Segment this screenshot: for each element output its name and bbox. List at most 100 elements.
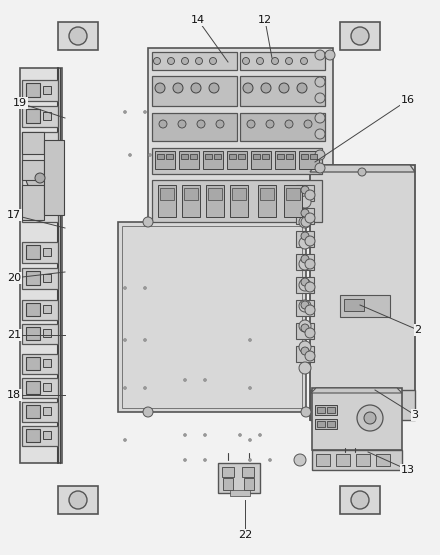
Polygon shape <box>311 388 402 393</box>
Bar <box>240 76 325 106</box>
Circle shape <box>35 173 45 183</box>
Bar <box>296 323 314 339</box>
Bar <box>242 467 254 477</box>
Bar <box>223 478 233 490</box>
Bar <box>184 188 198 200</box>
Bar <box>376 454 390 466</box>
Bar <box>214 154 221 159</box>
Bar <box>227 151 247 169</box>
Circle shape <box>299 258 311 270</box>
Circle shape <box>143 407 153 417</box>
Circle shape <box>143 386 147 390</box>
Circle shape <box>301 232 309 240</box>
Circle shape <box>259 433 261 436</box>
Bar <box>26 327 40 340</box>
Bar <box>22 300 58 320</box>
Circle shape <box>315 163 325 173</box>
Bar <box>22 185 44 220</box>
Bar <box>26 271 40 285</box>
Bar <box>310 165 415 420</box>
Circle shape <box>357 405 383 431</box>
Circle shape <box>305 282 315 292</box>
Text: 14: 14 <box>191 15 205 25</box>
Circle shape <box>242 58 249 64</box>
Bar <box>43 274 51 282</box>
Bar <box>229 154 236 159</box>
Bar <box>158 185 176 217</box>
Circle shape <box>149 154 151 157</box>
Circle shape <box>299 237 311 249</box>
Bar <box>152 76 237 106</box>
Bar <box>43 359 51 367</box>
Bar <box>22 132 58 222</box>
Circle shape <box>315 129 325 139</box>
Bar <box>253 154 260 159</box>
Bar <box>258 185 276 217</box>
Text: 22: 22 <box>238 530 252 540</box>
Text: 13: 13 <box>401 465 415 475</box>
Bar <box>238 154 245 159</box>
Circle shape <box>299 320 311 332</box>
Circle shape <box>301 301 309 309</box>
Bar <box>251 151 271 169</box>
Text: 17: 17 <box>7 210 21 220</box>
Bar <box>148 48 333 226</box>
Circle shape <box>195 58 202 64</box>
Bar <box>206 185 224 217</box>
Bar <box>22 132 44 154</box>
Bar <box>315 405 337 415</box>
Circle shape <box>249 458 252 462</box>
Bar <box>316 454 330 466</box>
Bar <box>118 222 306 412</box>
Bar <box>208 188 222 200</box>
Circle shape <box>299 216 311 228</box>
Circle shape <box>305 259 315 269</box>
Polygon shape <box>310 165 415 172</box>
Circle shape <box>124 339 127 341</box>
Circle shape <box>124 386 127 390</box>
Bar <box>296 254 314 270</box>
Circle shape <box>358 412 366 420</box>
Text: 21: 21 <box>7 330 21 340</box>
Bar <box>317 407 325 413</box>
Circle shape <box>351 27 369 45</box>
Text: 18: 18 <box>7 390 21 400</box>
Circle shape <box>203 458 206 462</box>
Bar <box>244 478 254 490</box>
Bar <box>260 188 274 200</box>
Text: 2: 2 <box>414 325 422 335</box>
Bar <box>26 245 40 259</box>
Bar <box>43 431 51 439</box>
Circle shape <box>305 328 315 338</box>
Circle shape <box>301 324 309 332</box>
Circle shape <box>268 458 271 462</box>
Circle shape <box>301 255 309 263</box>
Bar <box>296 277 314 293</box>
Bar <box>26 405 40 418</box>
Bar <box>232 188 246 200</box>
Circle shape <box>351 491 369 509</box>
Circle shape <box>168 58 175 64</box>
Bar <box>58 22 380 514</box>
Bar <box>152 148 322 174</box>
Bar <box>284 185 302 217</box>
Bar <box>152 180 322 222</box>
Text: 19: 19 <box>13 98 27 108</box>
Circle shape <box>249 339 252 341</box>
Bar <box>218 463 260 493</box>
Circle shape <box>159 120 167 128</box>
Circle shape <box>271 58 279 64</box>
Bar <box>43 407 51 415</box>
Circle shape <box>315 113 325 123</box>
Bar <box>58 22 98 50</box>
Circle shape <box>279 83 289 93</box>
Bar <box>22 268 58 289</box>
Bar <box>122 226 302 408</box>
Bar <box>43 383 51 391</box>
Circle shape <box>243 83 253 93</box>
Bar <box>230 185 248 217</box>
Bar <box>43 112 51 120</box>
Bar <box>152 113 237 141</box>
Circle shape <box>155 83 165 93</box>
Circle shape <box>297 83 307 93</box>
